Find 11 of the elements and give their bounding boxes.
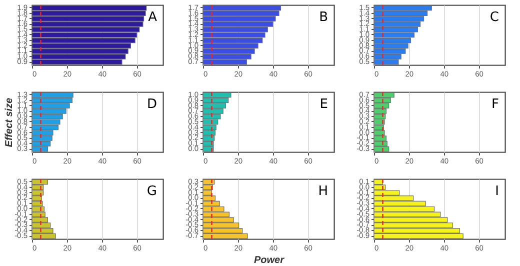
annotation: B	[319, 10, 328, 25]
annotation: E	[320, 97, 328, 112]
annotation: C	[490, 10, 499, 25]
annotation: D	[146, 97, 157, 112]
x-axis-title: Power	[254, 255, 286, 266]
annotation: G	[146, 184, 157, 199]
annotation: A	[148, 10, 158, 25]
annotation: F	[492, 97, 499, 112]
y-axis-title: Effect size	[4, 97, 16, 148]
annotation: I	[495, 184, 499, 199]
annotation: H	[318, 184, 328, 199]
